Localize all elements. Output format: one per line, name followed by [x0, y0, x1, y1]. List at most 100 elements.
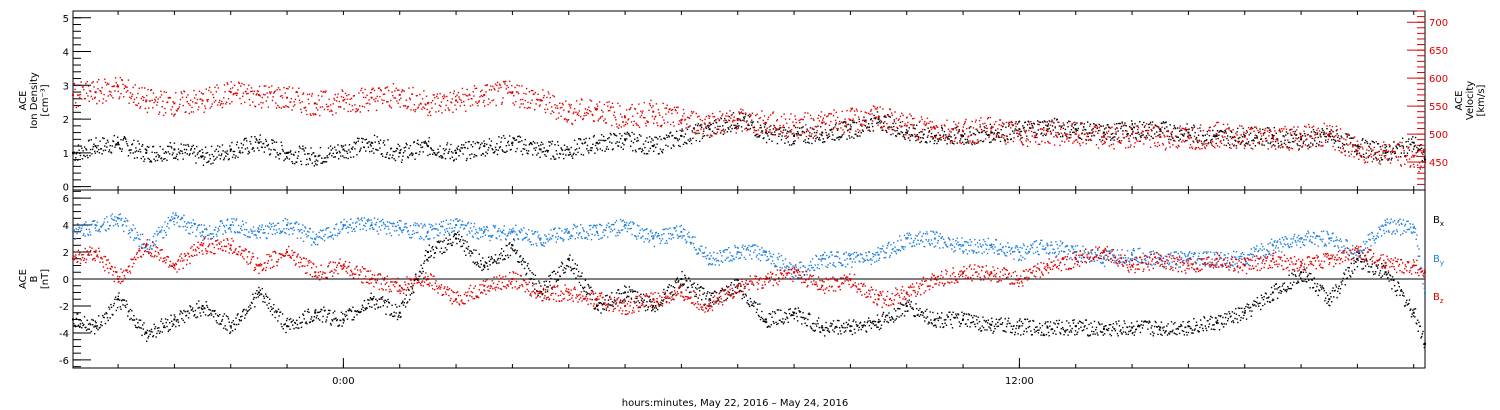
series-left-series-sample: [1113, 139, 1115, 141]
series-left-series-sample: [258, 138, 261, 141]
series-right-series-sample: [490, 85, 492, 87]
series-right-series-sample: [311, 93, 314, 95]
series-right-series-sample: [1241, 125, 1243, 127]
series-right-series-sample: [1007, 141, 1009, 144]
series-bx-sample: [77, 313, 79, 315]
series-bx-sample: [262, 301, 264, 303]
series-right-series-sample: [446, 95, 448, 98]
series-left-series-sample: [479, 143, 482, 146]
series-right-series-sample: [506, 84, 508, 87]
series-left-series-sample: [494, 146, 497, 149]
series-bx-sample: [314, 310, 316, 312]
series-left-series-sample: [1142, 134, 1144, 136]
series-left-series-sample: [346, 152, 349, 155]
series-bx-sample: [344, 315, 347, 318]
series-right-series-sample: [275, 102, 277, 104]
series-right-series-sample: [283, 86, 285, 89]
series-left-series-sample: [209, 157, 211, 160]
series-left-series-sample: [1332, 131, 1334, 133]
series-right-series-sample: [734, 119, 736, 122]
series-right-series-sample: [1225, 132, 1227, 134]
series-right-series-sample: [740, 108, 742, 110]
series-right-series-sample: [159, 96, 161, 98]
series-right-series-sample: [356, 110, 358, 112]
series-bx-sample: [167, 330, 170, 333]
series-left-series-sample: [649, 147, 652, 150]
series-right-series-sample: [1157, 141, 1159, 144]
series-bx-sample: [95, 327, 98, 329]
series-left-series-sample: [932, 137, 935, 139]
series-bx-sample: [373, 304, 376, 306]
series-right-series-sample: [1249, 128, 1252, 130]
series-left-series-sample: [268, 148, 270, 150]
series-bx-sample: [360, 308, 363, 310]
series-right-series-sample: [323, 108, 326, 111]
series-right-series-sample: [688, 117, 691, 120]
series-right-series-sample: [365, 96, 367, 99]
series-bx-point: [286, 325, 289, 328]
series-left-series-sample: [234, 157, 236, 159]
series-left-series-sample: [707, 126, 710, 129]
series-right-series-sample: [1256, 137, 1259, 139]
series-left-series-sample: [1354, 150, 1356, 153]
series-left-series-sample: [1238, 140, 1240, 143]
series-left-series-sample: [671, 134, 674, 137]
series-right-series-sample: [866, 126, 869, 129]
series-bx-sample: [264, 301, 266, 303]
series-bx-sample: [535, 283, 537, 285]
series-right-series-sample: [883, 125, 885, 128]
series-right-series-sample: [89, 90, 92, 93]
series-right-series-point: [257, 93, 260, 96]
series-bx-sample: [332, 312, 334, 314]
series-left-series-sample: [1071, 123, 1073, 125]
series-right-series-sample: [668, 108, 670, 111]
series-right-series-sample: [1296, 138, 1298, 140]
series-right-series-sample: [511, 84, 513, 87]
series-right-series-sample: [1345, 139, 1347, 141]
series-bx-sample: [340, 319, 342, 322]
series-bx-sample: [344, 313, 346, 316]
series-right-series-sample: [735, 132, 737, 134]
series-right-series-sample: [180, 91, 182, 93]
series-left-series-sample: [166, 145, 169, 148]
series-right-series-sample: [636, 124, 638, 126]
series-bx-sample: [474, 261, 476, 264]
series-right-series-sample: [919, 120, 921, 122]
series-left-series-sample: [1079, 137, 1081, 139]
series-left-series-sample: [399, 149, 401, 152]
series-left-series-sample: [948, 138, 950, 140]
series-left-series-sample: [365, 138, 368, 141]
series-right-series-sample: [1384, 157, 1386, 159]
series-right-series-sample: [1021, 142, 1023, 144]
series-right-series-sample: [800, 134, 802, 137]
series-right-series-sample: [1319, 135, 1321, 137]
series-right-series-sample: [821, 121, 823, 123]
series-left-series-sample: [872, 130, 875, 132]
series-left-series-sample: [216, 156, 218, 158]
series-bx-sample: [154, 327, 156, 330]
series-left-series-sample: [1120, 125, 1123, 128]
series-bx-sample: [548, 275, 550, 277]
series-bx-sample: [175, 320, 178, 322]
series-left-series-sample: [1091, 132, 1094, 134]
series-right-series-sample: [853, 120, 855, 122]
series-right-series-sample: [985, 124, 987, 127]
series-bx-sample: [367, 299, 369, 301]
series-bx-sample: [516, 249, 518, 252]
series-right-series-sample: [394, 97, 397, 99]
series-right-series-sample: [405, 99, 407, 101]
series-right-series-sample: [617, 102, 619, 105]
series-right-series-sample: [574, 119, 576, 122]
series-right-series-sample: [1024, 130, 1026, 133]
series-bx-sample: [180, 311, 182, 313]
series-left-series-sample: [277, 154, 280, 156]
series-left-series-sample: [1155, 131, 1158, 133]
series-right-series-sample: [104, 78, 106, 80]
series-left-series-sample: [1314, 140, 1316, 142]
series-right-series-sample: [1152, 127, 1154, 129]
series-right-series-sample: [575, 100, 578, 102]
series-bx-sample: [239, 316, 242, 318]
series-bx-sample: [407, 288, 410, 291]
series-right-series-sample: [250, 87, 253, 89]
series-right-series-sample: [100, 90, 102, 93]
